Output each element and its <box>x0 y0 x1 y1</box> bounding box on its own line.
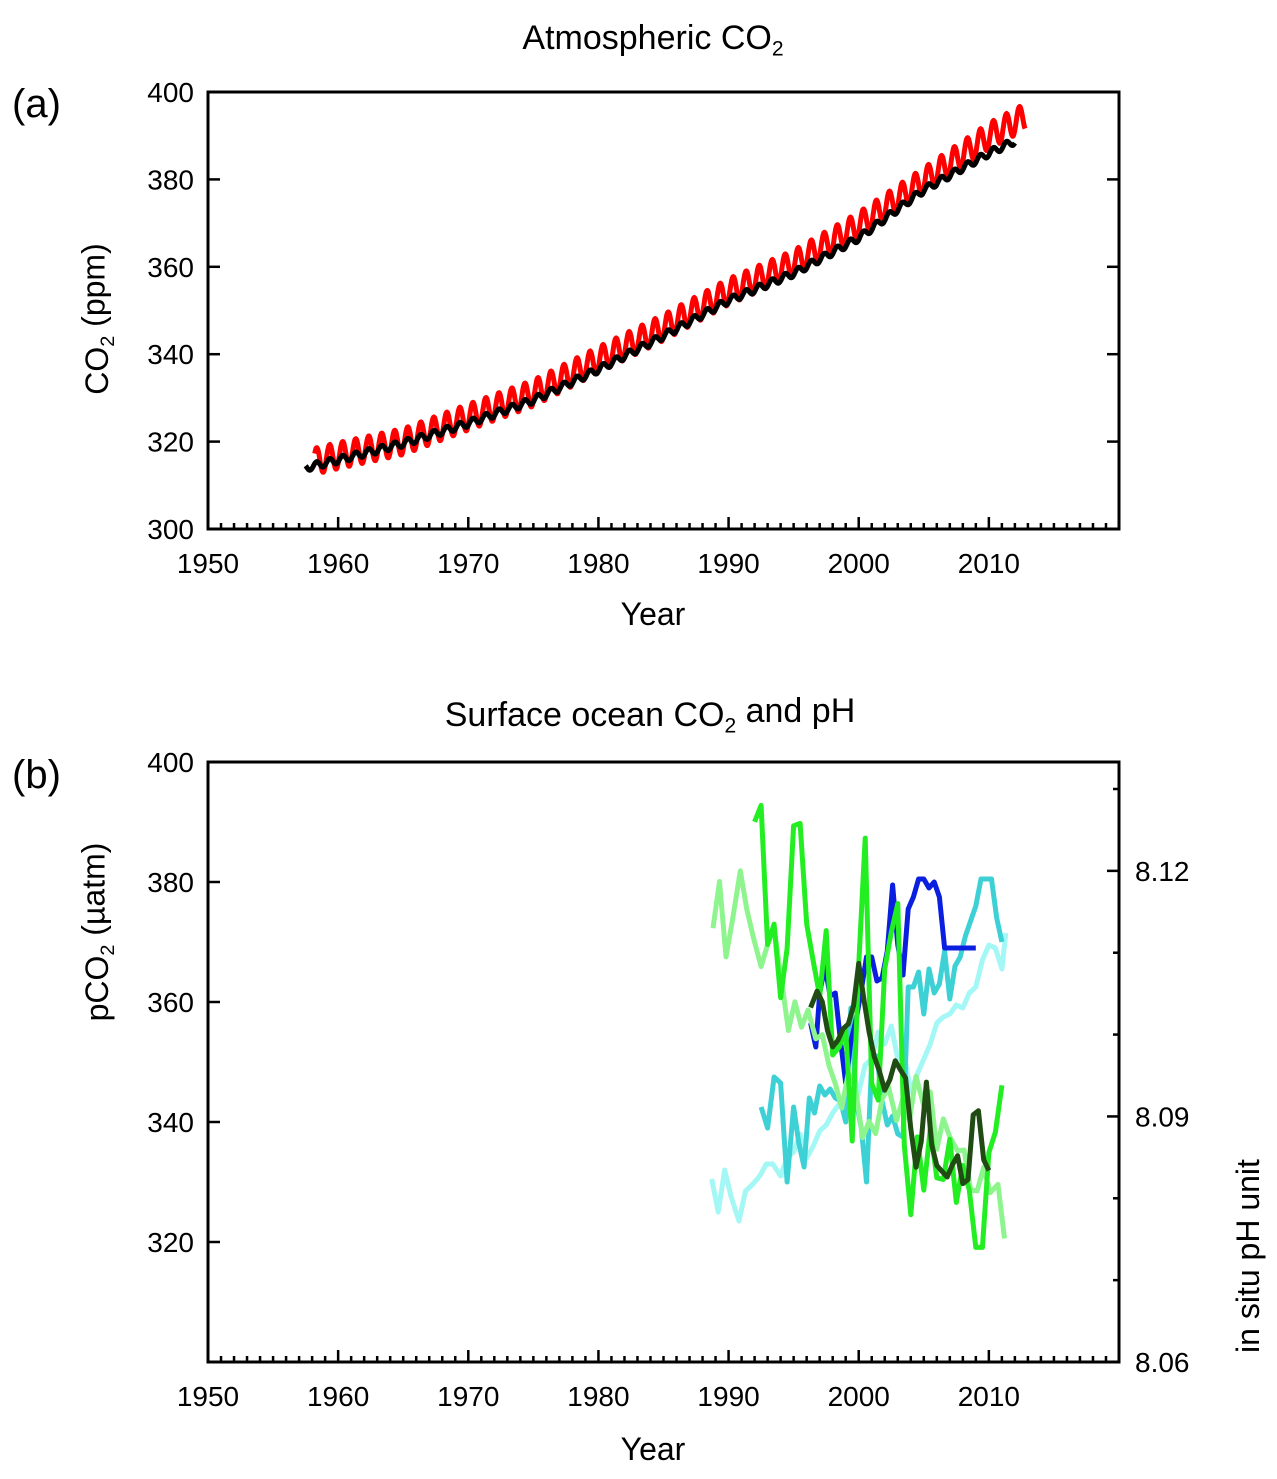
panel-a-x-tick-label: 1950 <box>177 548 239 579</box>
panel-b-y2-tick-label: 8.09 <box>1135 1101 1190 1132</box>
panel-a-y-tick-label: 400 <box>147 77 194 108</box>
panel-a-y-tick-label: 380 <box>147 164 194 195</box>
panel-b-x-tick-label: 1990 <box>697 1381 759 1412</box>
panel-a-plot-frame <box>206 90 1121 531</box>
panel-a-y-axis-title: CO2​ (ppm) <box>75 243 119 394</box>
panel-a-x-tick-label: 2000 <box>828 548 890 579</box>
panel-a-x-tick-label: 1990 <box>697 548 759 579</box>
panel-b-y-tick-label: 340 <box>147 1107 194 1138</box>
panel-b-x-axis-title: Year <box>621 1431 686 1467</box>
panel-b-series-line-4 <box>808 960 992 1187</box>
panel-b-title: Surface ocean CO2​ and pH <box>445 692 856 737</box>
panel-a-chart: Atmospheric CO2​ (a) 1950 1960 1970 1980 199… <box>12 19 1121 632</box>
panel-b-x-tick-label: 2000 <box>828 1381 890 1412</box>
panel-b-y-axis-title: pCO2​ (µatm) <box>75 843 119 1022</box>
panel-b-x-tick-label: 1950 <box>177 1381 239 1412</box>
panel-b-plot-frame <box>206 760 1121 1364</box>
panel-a-series-line-1 <box>312 104 1028 475</box>
panel-a-y-tick-label: 320 <box>147 427 194 458</box>
panel-b-y2-axis-title: in situ pH unit <box>1230 1159 1266 1353</box>
panel-b-x-tick-label: 2010 <box>958 1381 1020 1412</box>
panel-a-x-axis-title: Year <box>621 596 686 632</box>
panel-a-y-tick-label: 340 <box>147 339 194 370</box>
panel-a-x-tick-label: 2010 <box>958 548 1020 579</box>
panel-a-ticks: 1950 1960 1970 1980 1990 2000 2010 300 320 340 360… <box>147 77 1119 579</box>
panel-a-series-group <box>303 104 1028 475</box>
panel-a-label: (a) <box>12 82 61 126</box>
panel-b-series-line-3 <box>709 932 1009 1224</box>
panel-a-y-tick-label: 300 <box>147 514 194 545</box>
panel-b-label: (b) <box>12 753 61 797</box>
panel-b-x-tick-label: 1980 <box>567 1381 629 1412</box>
panel-b-y-tick-label: 380 <box>147 867 194 898</box>
panel-b-chart: Surface ocean CO2​ and pH (b) 1950196019… <box>12 692 1266 1467</box>
panel-a-x-tick-label: 1980 <box>567 548 629 579</box>
panel-b-series-line-1 <box>808 876 976 1086</box>
panel-b-series-group <box>709 802 1009 1250</box>
panel-b-ticks: 1950 1960 1970 1980 1990 2000 2010 320 340 360 380… <box>147 747 1189 1412</box>
panel-b-y2-tick-label: 8.06 <box>1135 1347 1190 1378</box>
panel-b-y-tick-label: 360 <box>147 987 194 1018</box>
panel-b-y-tick-label: 400 <box>147 747 194 778</box>
panel-b-series-line-6 <box>710 868 1007 1239</box>
panel-a-title: Atmospheric CO2​ <box>522 19 783 60</box>
panel-b-x-tick-label: 1970 <box>437 1381 499 1412</box>
panel-b-y2-tick-label: 8.12 <box>1135 856 1190 887</box>
panel-a-series-line-2 <box>303 138 1017 473</box>
panel-b-x-tick-label: 1960 <box>307 1381 369 1412</box>
panel-b-y-tick-label: 320 <box>147 1227 194 1258</box>
panel-a-x-tick-label: 1960 <box>307 548 369 579</box>
panel-a-x-tick-label: 1970 <box>437 548 499 579</box>
panel-a-y-tick-label: 360 <box>147 252 194 283</box>
